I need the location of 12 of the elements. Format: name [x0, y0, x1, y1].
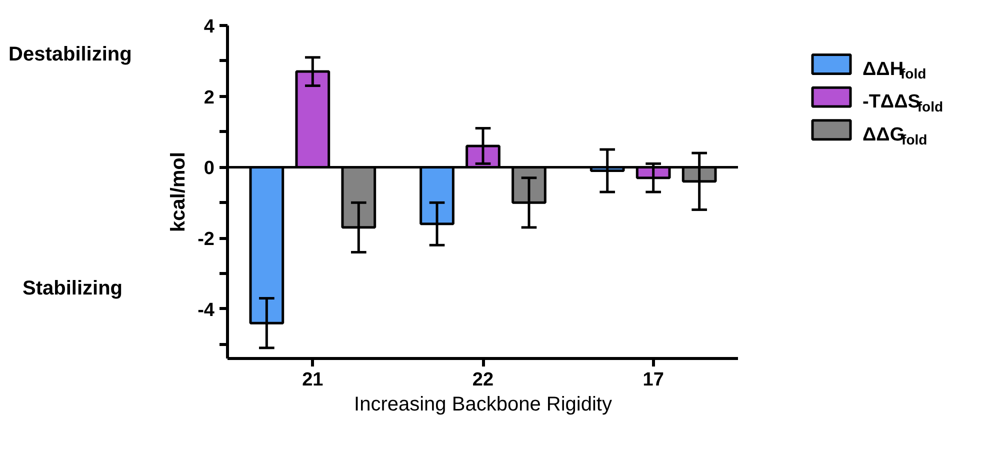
x-tick-label: 22	[472, 370, 494, 390]
x-axis-title: Increasing Backbone Rigidity	[354, 394, 612, 416]
text: Destabilizing	[8, 44, 132, 66]
text: Stabilizing	[22, 277, 122, 300]
y-tick-label: 4	[204, 16, 215, 38]
y-axis-title: kcal/mol	[168, 152, 190, 232]
x-tick-label: 17	[642, 370, 664, 390]
y-tick-label: -4	[198, 300, 215, 321]
y-tick-label: 0	[204, 158, 215, 180]
y-tick-label: 2	[204, 87, 215, 108]
x-tick-label: 21	[302, 370, 324, 390]
y-tick-label: -2	[198, 229, 215, 250]
